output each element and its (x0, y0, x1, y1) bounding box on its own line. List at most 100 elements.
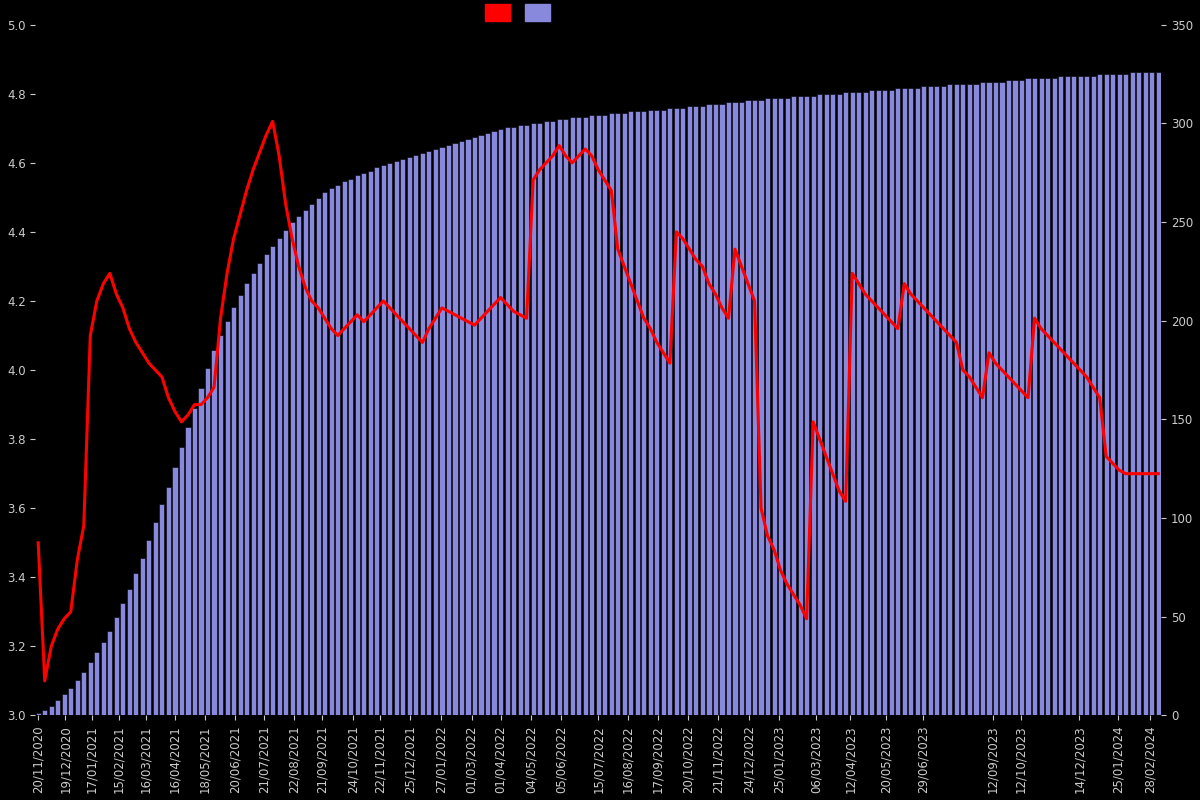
Bar (74, 680, 80, 715)
Bar (732, 102, 738, 715)
Bar (752, 100, 757, 715)
Bar (36, 714, 41, 715)
Bar (895, 88, 900, 715)
Bar (817, 94, 822, 715)
Bar (439, 147, 444, 715)
Bar (785, 98, 790, 715)
Bar (101, 642, 106, 715)
Bar (1097, 74, 1103, 715)
Bar (1000, 82, 1004, 715)
Bar (1117, 74, 1122, 715)
Bar (335, 185, 341, 715)
Bar (374, 166, 379, 715)
Bar (1142, 72, 1148, 715)
Bar (986, 82, 991, 715)
Bar (276, 238, 282, 715)
Bar (160, 504, 164, 715)
Bar (394, 161, 398, 715)
Bar (772, 98, 776, 715)
Bar (707, 103, 712, 715)
Bar (498, 130, 503, 715)
Bar (1006, 80, 1012, 715)
Bar (446, 145, 451, 715)
Bar (452, 143, 457, 715)
Bar (342, 181, 347, 715)
Bar (810, 96, 816, 715)
Bar (186, 427, 191, 715)
Bar (538, 123, 542, 715)
Bar (557, 119, 562, 715)
Bar (479, 135, 484, 715)
Bar (947, 84, 953, 715)
Bar (713, 103, 718, 715)
Bar (42, 710, 47, 715)
Bar (726, 102, 731, 715)
Legend: , : , (485, 4, 554, 21)
Bar (218, 334, 223, 715)
Bar (310, 204, 314, 715)
Bar (791, 96, 796, 715)
Bar (420, 153, 425, 715)
Bar (992, 82, 998, 715)
Bar (88, 662, 92, 715)
Bar (973, 84, 978, 715)
Bar (95, 652, 100, 715)
Bar (589, 115, 594, 715)
Bar (173, 466, 178, 715)
Bar (367, 170, 373, 715)
Bar (1072, 76, 1076, 715)
Bar (1123, 74, 1128, 715)
Bar (850, 92, 854, 715)
Bar (140, 558, 145, 715)
Bar (55, 700, 60, 715)
Bar (595, 115, 601, 715)
Bar (1058, 76, 1063, 715)
Bar (576, 118, 581, 715)
Bar (120, 603, 126, 715)
Bar (361, 173, 366, 715)
Bar (433, 149, 438, 715)
Bar (804, 96, 809, 715)
Bar (928, 86, 932, 715)
Bar (901, 88, 907, 715)
Bar (876, 90, 881, 715)
Bar (667, 107, 672, 715)
Bar (257, 263, 262, 715)
Bar (583, 118, 588, 715)
Bar (863, 92, 868, 715)
Bar (179, 447, 184, 715)
Bar (380, 165, 386, 715)
Bar (205, 368, 210, 715)
Bar (504, 127, 510, 715)
Bar (407, 157, 412, 715)
Bar (641, 111, 647, 715)
Bar (355, 174, 360, 715)
Bar (563, 119, 569, 715)
Bar (244, 283, 250, 715)
Bar (1051, 78, 1057, 715)
Bar (960, 84, 966, 715)
Bar (68, 688, 73, 715)
Bar (458, 141, 464, 715)
Bar (49, 706, 54, 715)
Bar (758, 100, 763, 715)
Bar (674, 107, 679, 715)
Bar (251, 274, 256, 715)
Bar (211, 350, 216, 715)
Bar (694, 106, 698, 715)
Bar (908, 88, 913, 715)
Bar (517, 126, 523, 715)
Bar (238, 295, 242, 715)
Bar (823, 94, 829, 715)
Bar (720, 103, 725, 715)
Bar (778, 98, 784, 715)
Bar (232, 307, 236, 715)
Bar (836, 94, 841, 715)
Bar (1064, 76, 1069, 715)
Bar (941, 86, 946, 715)
Bar (1129, 72, 1135, 715)
Bar (550, 122, 556, 715)
Bar (107, 630, 113, 715)
Bar (700, 106, 706, 715)
Bar (635, 111, 640, 715)
